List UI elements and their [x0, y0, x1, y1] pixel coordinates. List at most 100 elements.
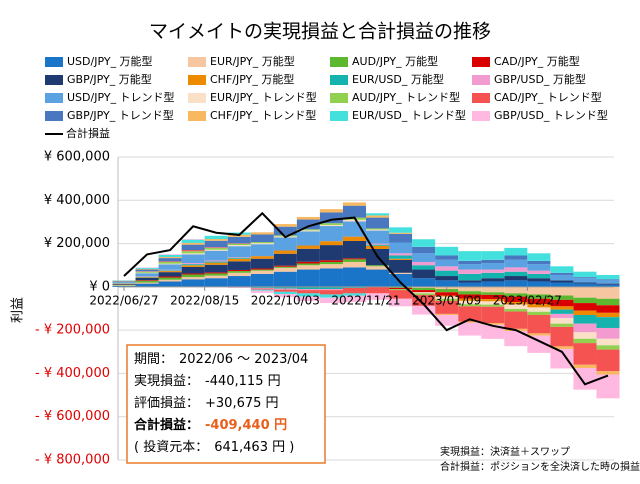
bar-segment — [320, 260, 343, 262]
info-value: 2022/06 ～ 2023/04 — [179, 352, 308, 367]
bar-segment — [412, 247, 435, 253]
bar-segment — [343, 202, 366, 205]
bar-segment — [596, 280, 619, 283]
bar-segment — [205, 236, 228, 239]
bar-segment — [481, 260, 504, 263]
bar-segment — [274, 268, 297, 272]
bar-segment — [182, 240, 205, 243]
bar-segment — [228, 257, 251, 258]
bar-segment — [320, 241, 343, 245]
legend-label: AUD/JPY_ トレンド型 — [352, 90, 460, 104]
bar-segment — [550, 280, 573, 282]
bar-segment — [527, 253, 550, 261]
bar-segment — [159, 278, 182, 280]
bar-segment — [159, 255, 182, 257]
bar-segment — [596, 313, 619, 317]
bar-segment — [435, 247, 458, 256]
bar-segment — [412, 265, 435, 269]
info-label: 合計損益： — [134, 417, 199, 433]
legend-swatch — [45, 57, 63, 67]
bar-segment — [573, 272, 596, 277]
legend-swatch — [45, 93, 63, 103]
bar-segment — [343, 221, 366, 236]
bar-segment — [182, 263, 205, 264]
bar-segment — [366, 246, 389, 249]
info-label: 実現損益： — [134, 373, 199, 389]
bar-segment — [228, 258, 251, 259]
bar-segment — [297, 231, 320, 245]
bar-segment — [550, 314, 573, 318]
bar-segment — [182, 264, 205, 265]
bar-segment — [573, 343, 596, 365]
bar-segment — [412, 253, 435, 262]
info-line: 期間：2022/06 ～ 2023/04 — [134, 352, 308, 367]
legend-label: 合計損益 — [66, 126, 110, 140]
bar-segment — [205, 251, 228, 261]
bar-segment — [504, 272, 527, 276]
bar-segment — [573, 287, 596, 298]
bar-segment — [182, 267, 205, 273]
bar-segment — [435, 314, 458, 315]
legend-swatch — [45, 75, 63, 85]
bar-segment — [596, 317, 619, 328]
bar-segment — [159, 264, 182, 265]
legend-swatch — [188, 93, 206, 103]
legend-label: CHF/JPY_ 万能型 — [210, 72, 294, 86]
bar-segment — [481, 281, 504, 286]
bar-segment — [297, 289, 320, 290]
bar-segment — [159, 270, 182, 271]
bar-segment — [251, 271, 274, 274]
bar-segment — [573, 339, 596, 343]
bar-segment — [297, 270, 320, 287]
bar-segment — [343, 220, 366, 222]
bar-segment — [435, 276, 458, 280]
bar-segment — [205, 263, 228, 265]
bar-segment — [182, 253, 205, 254]
bar-segment — [481, 287, 504, 292]
legend-swatch — [188, 111, 206, 121]
legend-swatch — [330, 111, 348, 121]
bar-segment — [504, 276, 527, 280]
bar-segment — [182, 275, 205, 278]
bar-segment — [136, 277, 159, 278]
bar-segment — [159, 280, 182, 282]
bar-segment — [251, 288, 274, 289]
bar-segment — [389, 242, 412, 253]
legend-label: USD/JPY_ 万能型 — [67, 54, 153, 68]
bar-segment — [320, 264, 343, 268]
bar-segment — [251, 259, 274, 269]
bar-segment — [205, 260, 228, 261]
bar-segment — [343, 258, 366, 259]
bar-segment — [297, 249, 320, 262]
bar-segment — [596, 350, 619, 372]
bar-segment — [136, 281, 159, 283]
bar-segment — [205, 248, 228, 250]
bar-segment — [112, 284, 135, 285]
bar-segment — [389, 227, 412, 232]
bar-segment — [274, 267, 297, 268]
bar-segment — [481, 270, 504, 273]
bar-segment — [366, 215, 389, 217]
legend-label: EUR/USD_ トレンド型 — [352, 108, 466, 122]
x-tick-label: 2022/11/21 — [331, 294, 400, 308]
bar-segment — [159, 261, 182, 262]
bar-segment — [573, 298, 596, 303]
bar-segment — [182, 273, 205, 274]
info-line: ( 投資元本：641,463 円 ) — [134, 439, 294, 455]
bar-segment — [228, 244, 251, 245]
bar-segment — [527, 307, 550, 311]
bar-segment — [596, 299, 619, 305]
bar-segment — [182, 245, 205, 250]
bar-segment — [573, 324, 596, 333]
bar-segment — [527, 274, 550, 278]
bar-segment — [159, 281, 182, 286]
bar-segment — [251, 243, 274, 244]
bar-segment — [205, 276, 228, 279]
bar-segment — [504, 309, 527, 312]
info-label: 評価損益： — [134, 396, 199, 411]
bar-segment — [136, 270, 159, 272]
bar-segment — [550, 273, 573, 275]
info-line: 評価損益：+30,675 円 — [134, 396, 279, 411]
bar-segment — [320, 268, 343, 286]
bar-segment — [297, 262, 320, 264]
